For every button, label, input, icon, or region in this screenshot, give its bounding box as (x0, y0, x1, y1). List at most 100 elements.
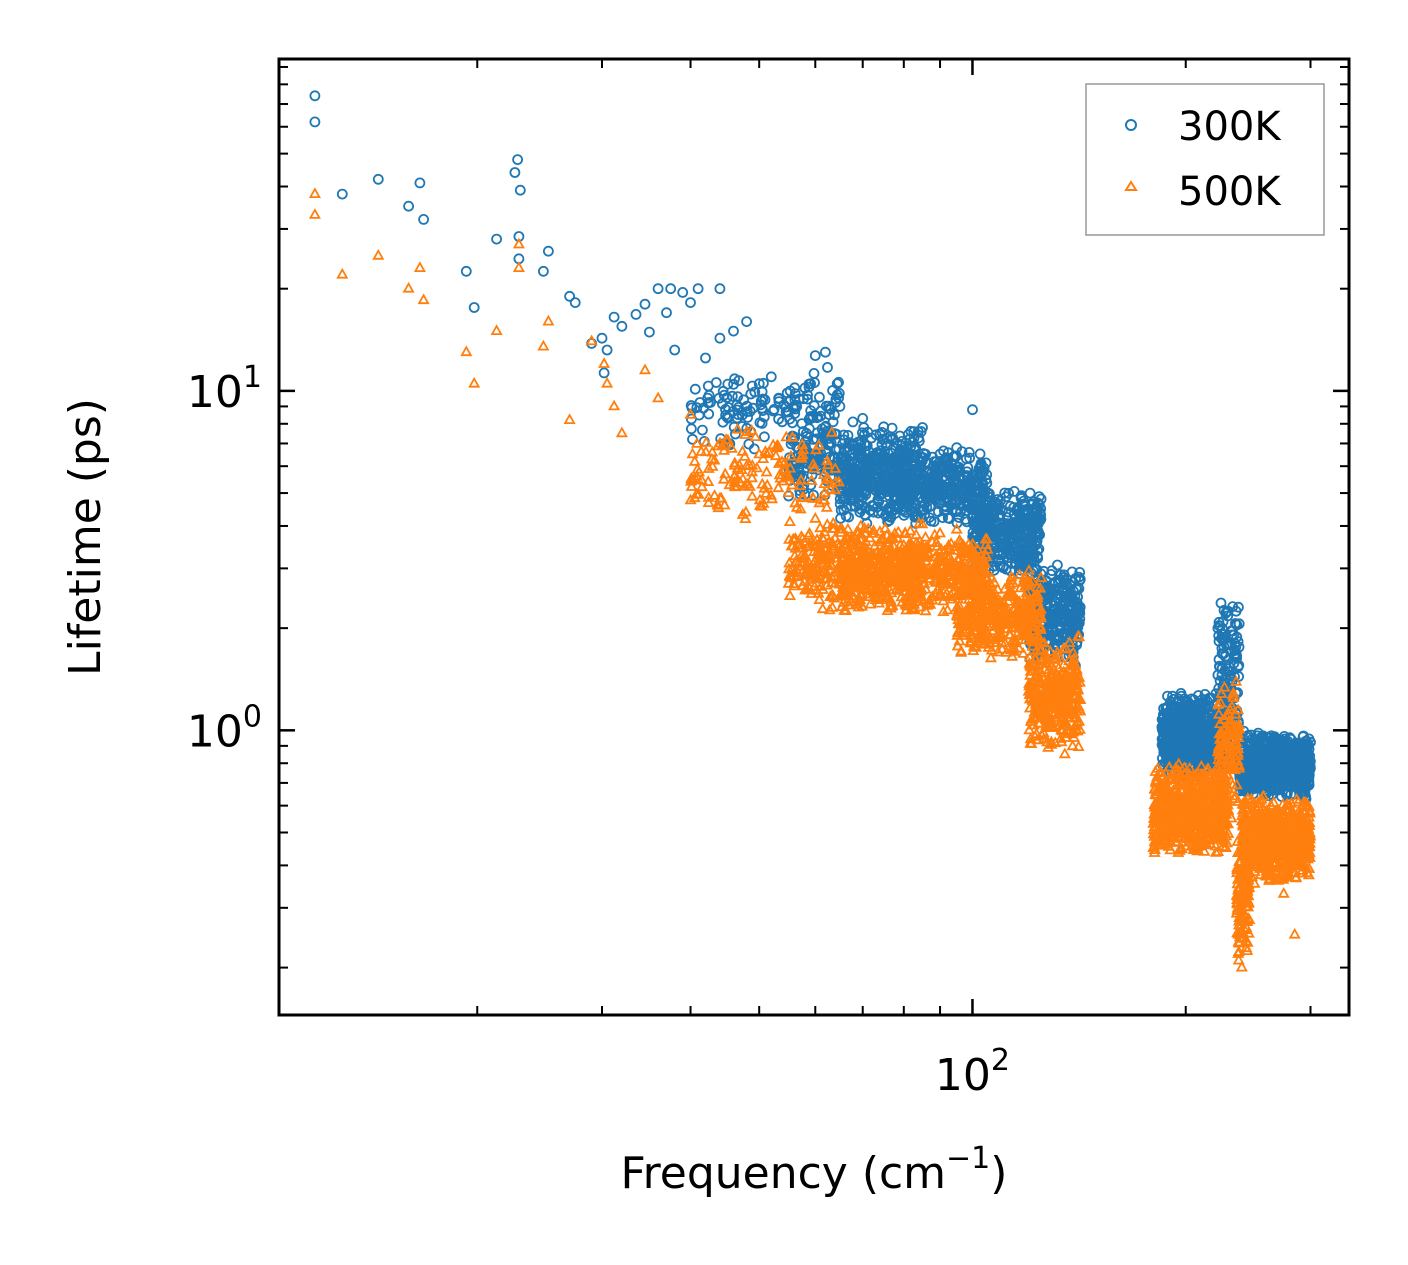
data-point-300k (773, 393, 785, 405)
data-point-300k (812, 450, 824, 462)
data-point-300k (922, 478, 933, 490)
data-point-300k (923, 512, 935, 523)
data-point-300k (895, 461, 907, 473)
data-point-300k (856, 499, 868, 511)
data-point-300k (741, 406, 753, 418)
data-point-300k (948, 466, 960, 478)
data-point-300k (755, 395, 767, 407)
data-point-300k (789, 382, 801, 394)
data-point-300k (756, 417, 768, 429)
data-point-300k (822, 361, 833, 373)
data-point-300k (920, 448, 931, 460)
data-point-300k (952, 478, 964, 490)
data-point-300k (860, 477, 872, 489)
data-point-300k (955, 506, 966, 518)
data-point-300k (961, 492, 973, 504)
data-point-300k (961, 453, 972, 465)
data-point-300k (843, 511, 854, 523)
data-point-300k (749, 386, 761, 398)
data-point-300k (865, 504, 876, 516)
data-point-300k (746, 380, 758, 392)
data-point-300k (963, 446, 975, 458)
data-point-300k (910, 442, 922, 454)
data-point-300k (953, 499, 964, 511)
data-point-300k (1033, 491, 1045, 503)
data-point-300k (814, 391, 825, 403)
data-point-300k (831, 378, 843, 390)
data-point-300k (953, 512, 965, 523)
data-point-300k (694, 397, 706, 408)
data-point-300k (857, 427, 868, 439)
data-point-300k (757, 393, 769, 405)
plot-area (277, 57, 1351, 1017)
data-point-300k (867, 477, 879, 489)
data-point-300k (768, 403, 780, 415)
data-point-300k (802, 393, 813, 405)
data-point-300k (924, 501, 936, 512)
data-point-300k (808, 489, 819, 501)
data-point-300k (831, 389, 843, 401)
data-point-300k (907, 436, 919, 448)
data-point-300k (940, 504, 952, 516)
data-point-300k (839, 492, 851, 504)
data-point-300k (842, 429, 854, 441)
data-point-300k (843, 482, 855, 494)
data-point-300k (847, 416, 859, 428)
data-point-300k (894, 430, 906, 442)
data-point-300k (857, 452, 869, 464)
data-point-300k (858, 470, 870, 481)
data-point-300k (904, 484, 916, 496)
data-point-300k (849, 480, 861, 492)
data-point-300k (697, 424, 708, 436)
data-point-300k (969, 479, 981, 491)
data-point-300k (848, 481, 859, 493)
data-point-300k (895, 497, 907, 509)
data-point-300k (693, 409, 705, 421)
data-point-300k (879, 499, 890, 511)
data-point-300k (901, 448, 913, 460)
data-point-300k (798, 393, 809, 405)
data-point-300k (838, 429, 850, 441)
data-point-300k (856, 454, 868, 466)
data-point-300k (906, 500, 917, 512)
data-point-300k (733, 375, 745, 387)
data-point-300k (867, 452, 879, 464)
data-point-300k (893, 471, 904, 483)
data-point-300k (964, 476, 975, 488)
data-point-300k (812, 411, 824, 423)
data-point-300k (891, 481, 902, 493)
data-point-300k (689, 383, 701, 395)
data-point-300k (909, 460, 921, 472)
data-point-300k (833, 387, 845, 399)
data-point-300k (932, 488, 944, 500)
data-point-300k (922, 472, 934, 484)
data-point-300k (703, 389, 715, 401)
data-point-300k (803, 423, 815, 435)
data-point-300k (896, 503, 908, 515)
data-point-300k (950, 476, 962, 488)
data-point-300k (860, 489, 872, 501)
data-point-300k (930, 456, 942, 468)
data-point-300k (781, 406, 793, 418)
data-point-300k (798, 426, 809, 437)
data-point-300k (876, 462, 888, 474)
data-point-300k (741, 400, 753, 412)
data-point-300k (840, 455, 851, 467)
series-layer (308, 90, 1317, 972)
data-point-300k (858, 487, 870, 499)
data-point-300k (935, 494, 947, 506)
data-point-300k (758, 377, 769, 389)
data-point-300k (834, 493, 846, 505)
data-point-300k (722, 378, 734, 390)
data-point-300k (759, 431, 770, 443)
data-point-300k (805, 405, 817, 417)
series-300k (309, 90, 1316, 805)
data-point-300k (742, 411, 753, 423)
data-point-300k (962, 470, 974, 482)
data-point-300k (807, 412, 819, 424)
data-point-300k (717, 416, 729, 428)
data-point-300k (893, 455, 905, 467)
data-point-300k (885, 512, 897, 523)
data-point-300k (916, 505, 927, 517)
